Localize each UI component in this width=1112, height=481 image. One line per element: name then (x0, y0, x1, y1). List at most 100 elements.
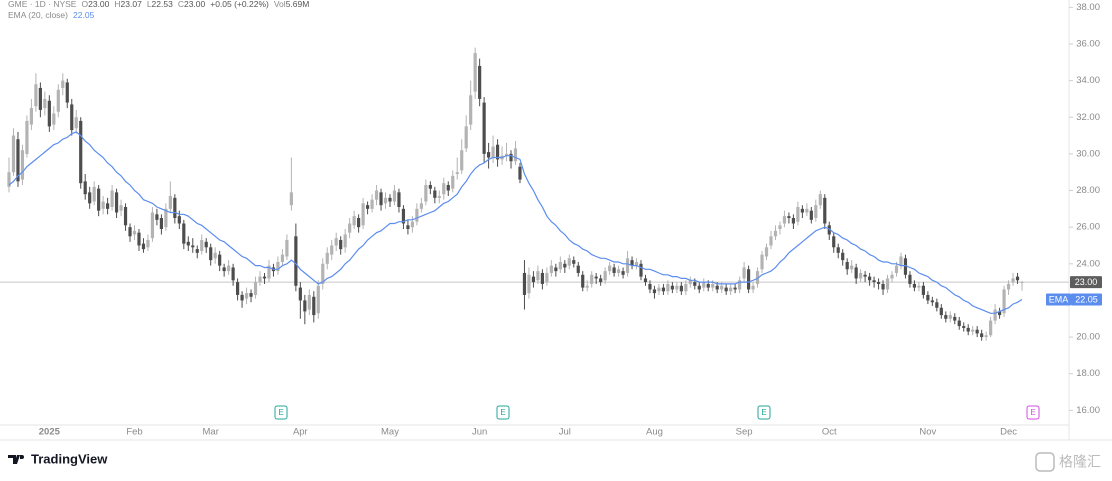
candle-body (460, 150, 464, 171)
candle-body (522, 272, 527, 295)
candle-body (34, 84, 38, 107)
earnings-marker (496, 405, 510, 420)
candle-body (209, 247, 213, 261)
candle-body (357, 217, 361, 228)
candle-body (975, 329, 979, 334)
legend-change: +0.05 (+0.22%) (210, 0, 269, 9)
candle-body (119, 205, 123, 211)
candle-body (334, 238, 338, 246)
candle-body (168, 196, 172, 209)
candle-body (191, 245, 195, 248)
candle-body (1002, 289, 1006, 314)
earnings-label: E (761, 408, 766, 417)
indicator-value: 22.05 (73, 10, 95, 20)
candle-body (809, 210, 813, 220)
candle-body (285, 239, 289, 257)
x-tick-label: Aug (646, 427, 663, 438)
legend-field-value: 22.53 (152, 0, 174, 9)
candle-body (222, 267, 226, 272)
candle-body (110, 190, 114, 208)
candle-body (298, 287, 302, 301)
candle-body (410, 221, 415, 228)
candle-body (746, 269, 751, 290)
candles (7, 47, 1024, 341)
candle-body (688, 280, 692, 284)
candle-body (612, 267, 616, 273)
candle-body (791, 217, 796, 224)
candle-body (482, 102, 486, 154)
candle-body (47, 100, 51, 127)
candle-body (213, 252, 217, 259)
candle-body (321, 263, 325, 284)
x-tick-label: Oct (822, 427, 837, 438)
candle-body (401, 208, 406, 224)
candle-body (625, 258, 630, 273)
candle-body (827, 225, 831, 235)
candle-body (262, 276, 267, 279)
candle-body (1011, 278, 1015, 283)
candle-body (43, 98, 47, 109)
brand-icon (8, 455, 24, 464)
candle-body (733, 287, 737, 290)
last-price-label: 23.00 (1075, 277, 1098, 287)
candle-body (316, 285, 320, 314)
candle-body (948, 315, 952, 319)
ema-value-label: 22.05 (1075, 294, 1098, 304)
candle-body (872, 280, 876, 283)
candle-body (370, 199, 374, 209)
legend-volume-value: 5.69M (286, 0, 310, 9)
candle-body (894, 265, 899, 273)
candle-body (841, 252, 845, 261)
candle-body (424, 185, 428, 202)
candle-body (339, 239, 343, 250)
candle-body (469, 95, 473, 125)
earnings-label: E (278, 408, 283, 417)
candle-body (854, 267, 858, 279)
candle-body (83, 181, 87, 195)
y-tick-label: 20.00 (1076, 332, 1100, 343)
candle-body (957, 320, 961, 327)
y-tick-label: 26.00 (1076, 222, 1100, 233)
candle-body (720, 285, 724, 290)
candle-body (253, 282, 258, 295)
candle-body (697, 285, 701, 290)
candle-body (903, 258, 908, 275)
y-tick-label: 18.00 (1076, 368, 1100, 379)
candle-body (643, 278, 648, 283)
y-tick-label: 16.00 (1076, 405, 1100, 416)
earnings-marker (757, 405, 771, 420)
candle-body (348, 223, 352, 233)
candle-body (585, 285, 589, 288)
candle-body (531, 276, 536, 283)
candle-body (899, 256, 903, 266)
x-tick-label: Apr (293, 427, 308, 438)
candle-body (545, 272, 549, 283)
legend-field-value: 23.00 (184, 0, 206, 9)
candle-body (267, 265, 271, 279)
legend-symbol: GME · 1D · NYSE (8, 0, 77, 9)
candle-body (549, 265, 553, 273)
candle-body (70, 104, 74, 131)
candle-body (419, 203, 423, 209)
x-tick-label: May (381, 427, 399, 438)
candle-body (796, 207, 800, 222)
candle-body (307, 294, 311, 310)
candle-body (150, 212, 155, 239)
y-tick-label: 30.00 (1076, 148, 1100, 159)
brand-logo: TradingView (8, 451, 108, 466)
candle-body (859, 272, 863, 279)
candle-body (280, 254, 285, 262)
candle-body (74, 117, 78, 129)
candle-body (397, 192, 401, 208)
candle-body (935, 302, 939, 308)
candle-body (114, 192, 119, 213)
candle-body (1015, 276, 1020, 281)
candle-body (164, 208, 168, 228)
candle-body (805, 208, 809, 213)
candle-body (729, 287, 733, 292)
candle-body (361, 203, 365, 226)
candle-body (630, 260, 634, 266)
ema-name-tag (1046, 293, 1071, 306)
y-tick-label: 28.00 (1076, 185, 1100, 196)
